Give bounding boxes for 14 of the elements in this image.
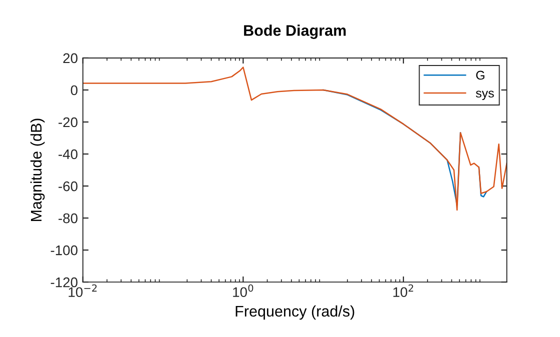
y-tick-label: -80 (58, 213, 78, 224)
x-tick-label: 10$^{0}$ (233, 284, 254, 298)
x-axis-title: Frequency (rad/s) (236, 305, 354, 320)
legend-label: G (476, 70, 484, 80)
chart-title: Bode Diagram (244, 24, 346, 39)
y-tick-label: 20 (63, 53, 78, 64)
legend-label: sys (476, 90, 494, 100)
x-tick-label: 10$^{2}$ (393, 284, 414, 298)
y-tick-label: 0 (70, 85, 78, 96)
y-axis-title: Magnitude (dB) (30, 118, 45, 221)
y-tick-label: -40 (58, 149, 78, 160)
y-tick-label: -60 (58, 181, 78, 192)
y-tick-label: -100 (50, 245, 78, 256)
y-tick-label: -20 (58, 117, 78, 128)
